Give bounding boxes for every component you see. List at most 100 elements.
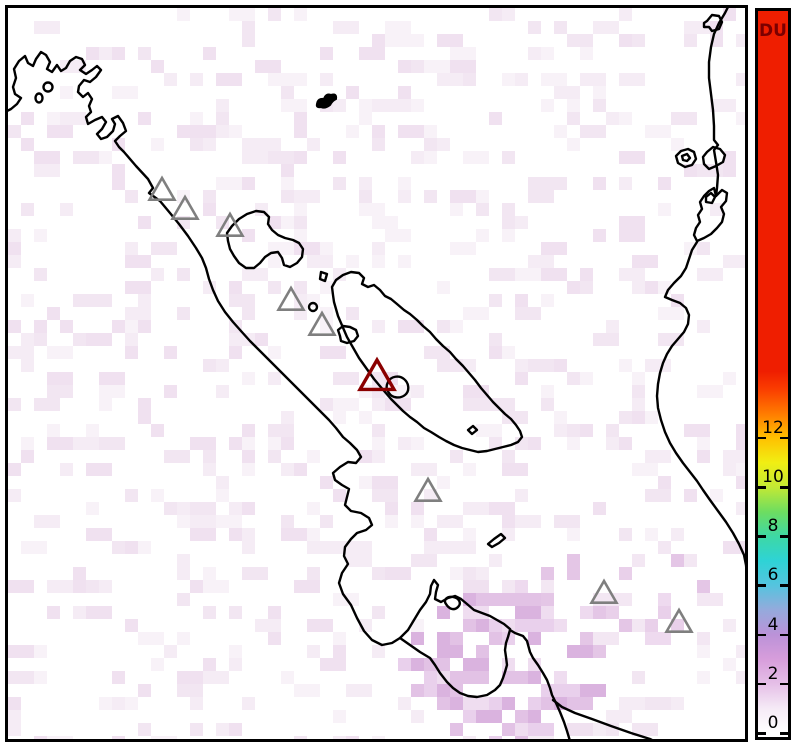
so2-pixel <box>307 541 333 554</box>
so2-pixel <box>398 697 411 710</box>
so2-pixel <box>242 151 268 164</box>
so2-pixel <box>450 541 476 554</box>
coast-ambae-south-islet <box>466 424 479 436</box>
so2-pixel <box>125 307 151 320</box>
so2-pixel <box>229 294 255 307</box>
so2-pixel <box>437 34 463 47</box>
so2-pixel <box>346 398 359 411</box>
so2-pixel <box>489 294 502 307</box>
so2-pixel <box>411 619 424 632</box>
so2-pixel <box>21 645 34 658</box>
so2-pixel <box>541 268 567 281</box>
so2-pixel <box>593 229 606 242</box>
so2-pixel <box>450 697 463 710</box>
so2-pixel <box>138 684 151 697</box>
coast-pentecost-main <box>655 240 745 568</box>
so2-pixel <box>697 268 723 281</box>
so2-pixel <box>47 346 73 359</box>
so2-pixel <box>203 658 216 671</box>
so2-pixel <box>216 515 242 528</box>
so2-pixel <box>333 99 346 112</box>
so2-pixel <box>268 8 281 21</box>
so2-pixel <box>450 450 463 463</box>
so2-pixel <box>541 567 554 580</box>
so2-pixel <box>112 320 125 333</box>
tick-dash-right <box>780 682 788 686</box>
so2-pixel <box>567 723 580 736</box>
so2-pixel <box>177 8 190 21</box>
so2-pixel <box>463 697 476 710</box>
so2-pixel <box>619 268 645 281</box>
so2-pixel <box>489 333 502 346</box>
so2-pixel <box>515 372 528 385</box>
so2-pixel <box>294 125 307 138</box>
coast-santo-malakula <box>8 50 571 739</box>
so2-pixel <box>294 8 307 21</box>
so2-pixel <box>489 268 515 281</box>
so2-pixel <box>281 164 294 177</box>
so2-pixel <box>34 268 47 281</box>
so2-pixel <box>125 346 138 359</box>
so2-pixel <box>203 671 229 684</box>
so2-pixel <box>47 736 73 739</box>
so2-pixel <box>307 502 320 515</box>
so2-pixel <box>307 567 320 580</box>
so2-pixel <box>372 645 385 658</box>
so2-pixel <box>424 671 437 684</box>
so2-pixel <box>333 411 346 424</box>
so2-pixel <box>554 671 567 684</box>
so2-pixel <box>385 515 398 528</box>
colorbar: 0 2 4 6 8 10 12 DU <box>755 8 791 740</box>
tick-dash-left <box>758 682 766 686</box>
so2-pixel <box>359 177 372 190</box>
so2-pixel <box>190 697 203 710</box>
so2-pixel <box>593 21 619 34</box>
so2-pixel <box>229 346 242 359</box>
so2-pixel <box>346 554 359 567</box>
so2-pixel <box>268 632 281 645</box>
so2-pixel <box>372 398 385 411</box>
so2-pixel <box>671 619 684 632</box>
so2-pixel <box>645 450 671 463</box>
so2-pixel <box>60 86 73 99</box>
so2-pixel <box>294 73 307 86</box>
so2-pixel <box>398 190 411 203</box>
so2-pixel <box>528 359 554 372</box>
so2-pixel <box>320 346 346 359</box>
so2-pixel <box>242 307 255 320</box>
so2-pixel <box>398 177 411 190</box>
so2-pixel <box>359 476 372 489</box>
colorbar-tick-label: 2 <box>767 663 779 684</box>
so2-pixel <box>437 697 450 710</box>
so2-pixel <box>177 593 190 606</box>
so2-pixel <box>619 359 632 372</box>
so2-pixel <box>619 528 632 541</box>
so2-pixel <box>47 125 73 138</box>
so2-pixel <box>658 541 671 554</box>
so2-pixel <box>424 489 437 502</box>
so2-pixel <box>242 34 255 47</box>
so2-pixel <box>320 515 333 528</box>
so2-pixel <box>723 450 745 463</box>
so2-pixel <box>359 450 372 463</box>
so2-pixel <box>450 73 463 86</box>
so2-pixel <box>515 580 528 593</box>
so2-pixel <box>697 385 723 398</box>
so2-pixel <box>580 632 593 645</box>
coastlines <box>8 8 745 739</box>
so2-pixel <box>710 99 736 112</box>
so2-pixel <box>554 125 567 138</box>
so2-pixel <box>203 47 216 60</box>
so2-pixel <box>21 671 34 684</box>
so2-pixel <box>632 554 645 567</box>
so2-pixel <box>21 138 34 151</box>
so2-pixel <box>736 476 745 489</box>
colorbar-tick-label: 4 <box>767 614 779 635</box>
so2-pixel <box>424 151 437 164</box>
so2-pixel <box>437 632 450 645</box>
so2-pixel <box>606 606 619 619</box>
so2-pixel <box>658 476 671 489</box>
so2-pixel <box>567 99 580 112</box>
so2-pixel <box>450 723 463 736</box>
so2-pixel <box>8 463 21 476</box>
